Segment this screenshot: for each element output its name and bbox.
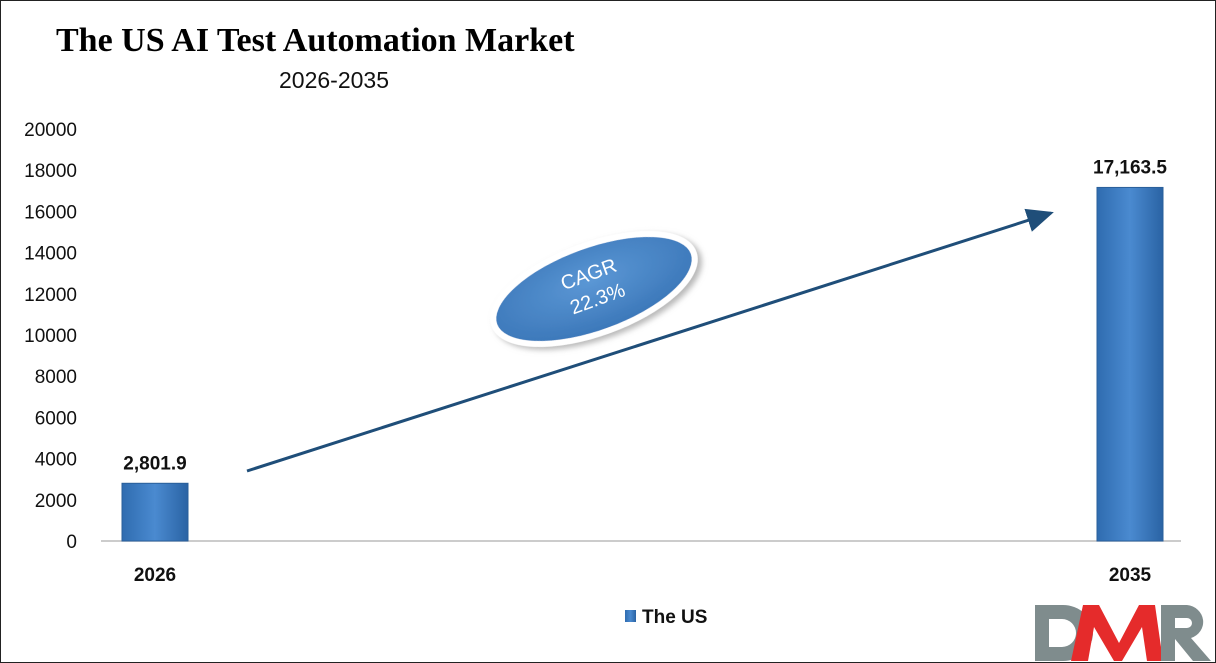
y-tick-label: 4000: [35, 450, 77, 471]
legend: The US: [625, 607, 707, 628]
dmr-logo: [1035, 605, 1211, 661]
legend-swatch: [625, 610, 636, 622]
y-tick-label: 2000: [35, 491, 77, 512]
data-label: 2,801.9: [123, 453, 186, 474]
data-label: 17,163.5: [1093, 157, 1167, 178]
legend-label: The US: [642, 607, 707, 628]
chart-subtitle: 2026-2035: [279, 67, 389, 93]
x-tick-label: 2035: [1109, 565, 1152, 586]
growth-arrow: [246, 208, 1054, 473]
y-tick-label: 8000: [35, 367, 77, 388]
y-tick-label: 12000: [24, 285, 77, 306]
y-tick-label: 16000: [24, 202, 77, 223]
bar-2026: [121, 482, 189, 542]
y-tick-label: 18000: [24, 161, 77, 182]
y-tick-label: 20000: [24, 120, 77, 141]
y-tick-label: 6000: [35, 408, 77, 429]
x-tick-label: 2026: [134, 565, 176, 586]
cagr-badge: CAGR 22.3%: [490, 231, 698, 347]
y-tick-label: 0: [66, 532, 77, 553]
y-tick-label: 14000: [24, 244, 77, 265]
bar-2035: [1096, 186, 1164, 542]
chart-title: The US AI Test Automation Market: [56, 22, 575, 59]
y-tick-label: 10000: [24, 326, 77, 347]
